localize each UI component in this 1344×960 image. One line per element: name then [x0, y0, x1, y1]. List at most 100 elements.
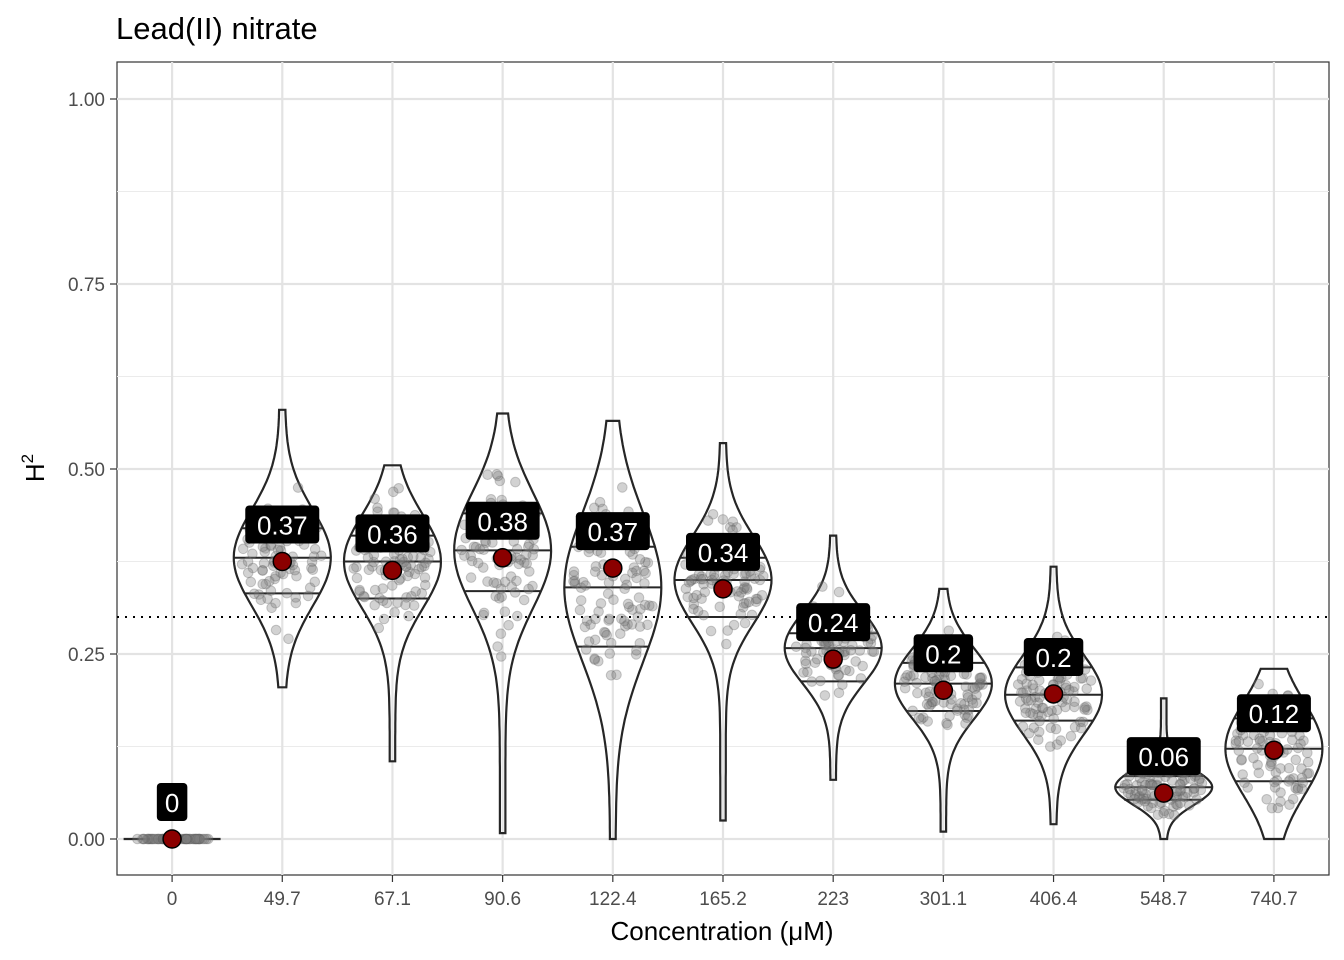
- jitter-point: [623, 601, 635, 613]
- jitter-point: [1296, 763, 1307, 774]
- jitter-point: [1172, 799, 1183, 811]
- jitter-point: [1288, 773, 1299, 784]
- x-tick-label: 548.7: [1140, 889, 1188, 910]
- jitter-point: [619, 583, 631, 595]
- value-label-122.4: 0.37: [575, 512, 650, 551]
- jitter-point: [145, 833, 157, 845]
- jitter-point: [1129, 793, 1140, 805]
- jitter-point: [416, 561, 428, 573]
- jitter-point: [1270, 767, 1282, 778]
- jitter-point: [1048, 713, 1059, 724]
- jitter-point: [260, 543, 271, 554]
- jitter-point: [1082, 704, 1093, 716]
- jitter-point: [348, 563, 360, 574]
- jitter-point: [902, 669, 913, 681]
- value-labels: 0 0.37 0.36 0.38 0.37 0.34 0.24 0.2 0.2 0.06 0.12: [156, 501, 1311, 821]
- x-tick-label: 406.4: [1030, 889, 1078, 910]
- jitter-point: [952, 703, 963, 715]
- mean-point-67.1: [382, 560, 403, 581]
- x-axis-title: Concentration (μM): [610, 916, 833, 946]
- jitter-point: [146, 833, 158, 845]
- jitter-point: [627, 604, 638, 616]
- jitter-point: [593, 655, 604, 667]
- y-axis: 0.00 0.25 0.50 0.75 1.00: [68, 90, 117, 851]
- jitter-point: [580, 580, 591, 591]
- jitter-point: [1152, 809, 1164, 821]
- jitter-point: [405, 559, 417, 571]
- jitter-point: [354, 584, 365, 596]
- jitter-point: [492, 470, 504, 482]
- jitter-point: [975, 678, 986, 689]
- jitter-point: [420, 579, 431, 591]
- jitter-point: [388, 486, 399, 498]
- jitter-point: [1079, 704, 1090, 715]
- jitter-point: [634, 554, 646, 565]
- jitter-point: [247, 562, 259, 574]
- jitter-point: [717, 514, 729, 525]
- jitter-point: [505, 571, 517, 582]
- violin-shape: [453, 412, 553, 835]
- jitter-point: [528, 544, 540, 555]
- jitter-point: [1125, 789, 1136, 801]
- jitter-point: [1045, 741, 1056, 752]
- jitter-point: [574, 604, 586, 616]
- jitter-point: [1065, 730, 1077, 742]
- mean-point-301.1: [933, 680, 954, 701]
- jitter-point: [975, 672, 986, 684]
- jitter-point: [647, 600, 658, 612]
- jitter-point: [1133, 792, 1145, 803]
- jitter-point: [1025, 695, 1037, 706]
- jitter-point: [270, 624, 282, 636]
- jitter-point: [472, 557, 484, 569]
- svg-text:H2: H2: [18, 454, 50, 482]
- jitter-point: [1237, 769, 1248, 780]
- jitter-point: [1075, 716, 1086, 728]
- jitter-point: [518, 594, 530, 606]
- jitter-point: [1182, 787, 1193, 799]
- jitter-point: [419, 572, 431, 583]
- jitter-point: [367, 561, 378, 572]
- jitter-point: [811, 653, 823, 665]
- jitter-point: [237, 543, 249, 555]
- jitter-point: [1242, 782, 1253, 793]
- jitter-point: [925, 698, 937, 710]
- jitter-point: [1138, 793, 1149, 804]
- jitter-point: [192, 833, 203, 845]
- jitter-point: [739, 582, 751, 593]
- jitter-point: [415, 552, 427, 563]
- jitter-point: [1171, 785, 1183, 797]
- jitter-point: [503, 619, 514, 631]
- jitter-point: [630, 649, 642, 660]
- mean-point-223: [823, 649, 843, 669]
- jitter-point: [1233, 745, 1245, 756]
- jitter-point: [374, 592, 385, 604]
- value-label-740.7: 0.12: [1236, 694, 1311, 733]
- jitter-point: [688, 599, 700, 610]
- jitter-point: [733, 591, 745, 602]
- jitter-point: [750, 593, 762, 605]
- jitter-point: [304, 582, 316, 594]
- jitter-point: [193, 833, 205, 845]
- jitter-point: [601, 629, 613, 641]
- jitter-point: [1254, 733, 1265, 745]
- jitter-point: [306, 562, 317, 574]
- jitter-point: [634, 621, 646, 632]
- jitter-point: [1033, 734, 1044, 746]
- jitter-point: [865, 638, 877, 649]
- jitter-point: [253, 589, 265, 600]
- jitter-point: [900, 672, 911, 684]
- jitter-point: [1045, 722, 1057, 734]
- jitter-point: [1016, 687, 1027, 698]
- jitter-point: [698, 609, 709, 621]
- jitter-point: [459, 550, 470, 562]
- jitter-point: [1265, 760, 1276, 772]
- jitter-point: [1081, 701, 1092, 712]
- jitter-point: [184, 833, 195, 845]
- jitter-point: [621, 579, 633, 591]
- jitter-point: [201, 833, 212, 845]
- jitter-point: [1269, 782, 1281, 793]
- jitter-point: [1166, 775, 1178, 786]
- jitter-point: [971, 697, 982, 709]
- jitter-point: [724, 522, 736, 533]
- jitter-point: [496, 591, 508, 603]
